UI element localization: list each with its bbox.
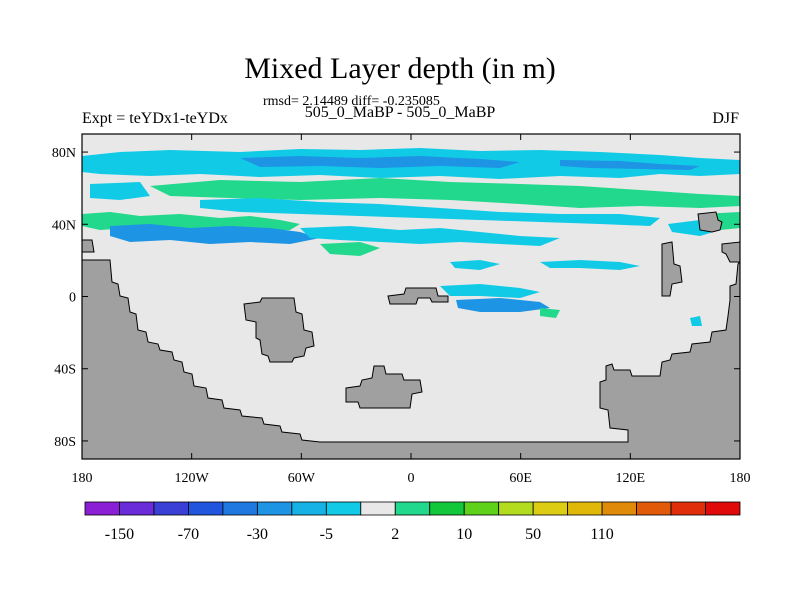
anomaly-blue-40n-west bbox=[110, 224, 320, 244]
colorbar-swatch-9 bbox=[394, 501, 431, 516]
anomaly-cyan-30n-east bbox=[450, 260, 500, 270]
colorbar-label-2: -30 bbox=[247, 526, 268, 543]
colorbar-swatch-16 bbox=[636, 501, 672, 516]
colorbar-label-7: 110 bbox=[590, 526, 613, 543]
colorbar-swatch-13 bbox=[532, 501, 569, 516]
anomaly-green-equator bbox=[540, 308, 560, 318]
chart-title: Mixed Layer depth (in m) bbox=[244, 52, 556, 85]
x-tick-label-0: 180 bbox=[72, 471, 93, 486]
land-masses bbox=[81, 211, 741, 460]
colorbar-swatch-12 bbox=[498, 501, 534, 516]
y-tick-label-4: 80S bbox=[54, 435, 76, 450]
x-tick-label-3: 0 bbox=[408, 471, 415, 486]
anomaly-green-band-50n bbox=[150, 178, 740, 208]
anomaly-green-40n-mid bbox=[320, 242, 380, 256]
colorbar-swatch-0 bbox=[84, 501, 120, 516]
colorbar-label-6: 50 bbox=[525, 526, 541, 543]
case-label: 505_0_MaBP - 505_0_MaBP bbox=[304, 104, 496, 121]
anomaly-blue-band-60n bbox=[240, 156, 520, 168]
land-north-americas-west bbox=[81, 239, 95, 253]
colorbar-label-4: 2 bbox=[391, 526, 399, 543]
x-tick-label-5: 120E bbox=[616, 471, 646, 486]
anomaly-cyan-equator-east bbox=[440, 284, 540, 298]
colorbar-swatch-11 bbox=[463, 501, 500, 516]
anomaly-cyan-40n-west bbox=[300, 226, 560, 246]
season-label: DJF bbox=[712, 110, 739, 127]
colorbar-swatch-1 bbox=[119, 501, 155, 516]
anomaly-blue-band-60n-east bbox=[560, 160, 700, 170]
anomaly-fields bbox=[82, 148, 740, 326]
y-tick-label-3: 40S bbox=[54, 363, 76, 378]
colorbar-label-5: 10 bbox=[456, 526, 472, 543]
rmsd-diff-stats: rmsd= 2.14489 diff= -0.235085 bbox=[263, 94, 440, 109]
colorbar-swatch-2 bbox=[153, 501, 189, 516]
y-tick-label-1: 40N bbox=[52, 218, 76, 233]
land-south-atlantic-island bbox=[345, 365, 423, 409]
anomaly-cyan-30n bbox=[540, 260, 640, 270]
colorbar-swatch-10 bbox=[429, 501, 465, 516]
x-tick-label-4: 60E bbox=[509, 471, 532, 486]
y-tick-label-0: 80N bbox=[52, 146, 76, 161]
anomaly-cyan-band-50n bbox=[90, 182, 150, 200]
colorbar: -150 -70 -30 -5 2 10 50 110 bbox=[84, 501, 741, 543]
anomaly-cyan-east-tropics bbox=[690, 316, 702, 326]
colorbar-label-3: -5 bbox=[320, 526, 333, 543]
land-northeast-block bbox=[697, 211, 723, 233]
colorbar-swatch-14 bbox=[567, 501, 603, 516]
x-tick-label-2: 60W bbox=[288, 471, 316, 486]
colorbar-swatch-18 bbox=[705, 501, 741, 516]
land-africa-island bbox=[243, 297, 315, 363]
land-atlantic-bar bbox=[387, 287, 449, 305]
colorbar-swatch-15 bbox=[601, 501, 637, 516]
colorbar-swatch-5 bbox=[256, 501, 293, 516]
x-tick-label-6: 180 bbox=[730, 471, 751, 486]
colorbar-swatch-7 bbox=[325, 501, 362, 516]
colorbar-label-0: -150 bbox=[105, 526, 134, 543]
colorbar-swatch-4 bbox=[222, 501, 258, 516]
y-tick-label-2: 0 bbox=[69, 291, 76, 306]
colorbar-swatch-6 bbox=[291, 501, 327, 516]
x-tick-label-1: 120W bbox=[175, 471, 210, 486]
axis-ticks: 180 120W 60W 0 60E 120E 180 80N 40N 0 40S 80S bbox=[52, 134, 751, 486]
land-americas bbox=[81, 259, 741, 460]
land-east-sliver bbox=[661, 241, 683, 297]
anomaly-blue-equator bbox=[456, 298, 550, 312]
colorbar-swatch-8 bbox=[360, 501, 396, 516]
anomaly-cyan-north-atlantic bbox=[200, 198, 660, 226]
colorbar-swatch-3 bbox=[188, 501, 224, 516]
colorbar-label-1: -70 bbox=[178, 526, 199, 543]
colorbar-swatch-17 bbox=[670, 501, 706, 516]
experiment-label: Expt = teYDx1-teYDx bbox=[82, 110, 228, 127]
